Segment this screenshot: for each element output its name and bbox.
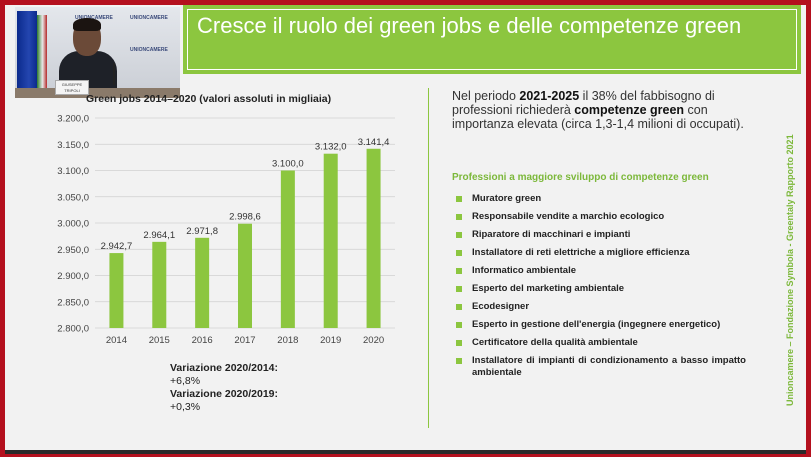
intro-post: con importanza elevata (circa 1,3-1,4 mi… bbox=[452, 103, 744, 131]
y-tick-label: 2.950,0 bbox=[57, 245, 89, 256]
data-label: 3.132,0 bbox=[315, 142, 347, 153]
intro-period: 2021-2025 bbox=[519, 89, 580, 103]
y-tick-label: 3.050,0 bbox=[57, 192, 89, 203]
intro-mid: il 38% del fabbisogno di professioni ric… bbox=[452, 89, 715, 117]
professions-list: Muratore green Responsabile vendite a ma… bbox=[456, 193, 746, 385]
list-item: Certificatore della qualità ambientale bbox=[456, 337, 746, 349]
data-label: 2.942,7 bbox=[101, 241, 133, 252]
x-tick-label: 2019 bbox=[320, 335, 341, 346]
bar bbox=[238, 223, 252, 328]
list-item: Ecodesigner bbox=[456, 301, 746, 313]
variation-2-value: +0,3% bbox=[170, 401, 201, 413]
bar bbox=[152, 241, 167, 328]
title-banner-border bbox=[187, 9, 797, 70]
y-tick-label: 2.900,0 bbox=[57, 271, 89, 282]
nameplate: GIUSEPPE TRIPOLI bbox=[55, 80, 89, 95]
list-item: Esperto del marketing ambientale bbox=[456, 283, 746, 295]
column-divider bbox=[428, 88, 429, 428]
source-text: Unioncamere – Fondazione Symbola - Green… bbox=[785, 134, 795, 406]
chart-title: Green jobs 2014–2020 (valori assoluti in… bbox=[86, 93, 332, 105]
y-tick-label: 2.850,0 bbox=[57, 297, 89, 308]
data-label: 3.141,4 bbox=[358, 137, 390, 148]
x-tick-label: 2017 bbox=[234, 335, 255, 346]
bar-chart: 2.800,0 2.850,0 2.900,0 2.950,0 3.000,0 3.050… bbox=[57, 114, 395, 346]
list-item: Informatico ambientale bbox=[456, 265, 746, 277]
intro-pre: Nel periodo bbox=[452, 89, 520, 103]
wall-logo: UNIONCAMERE bbox=[130, 15, 168, 21]
speaker-hair bbox=[73, 18, 101, 31]
data-label: 2.971,8 bbox=[186, 226, 218, 237]
y-tick-label: 3.150,0 bbox=[57, 140, 89, 151]
intro-paragraph: Nel periodo 2021-2025 il 38% del fabbiso… bbox=[452, 89, 752, 131]
y-tick-label: 3.100,0 bbox=[57, 166, 89, 177]
data-label: 2.998,6 bbox=[229, 212, 261, 223]
slide-title: Cresce il ruolo dei green jobs e delle c… bbox=[197, 13, 742, 38]
list-item: Muratore green bbox=[456, 193, 746, 205]
title-banner: Cresce il ruolo dei green jobs e delle c… bbox=[183, 5, 801, 74]
microphone bbox=[113, 63, 115, 85]
list-item: Riparatore di macchinari e impianti bbox=[456, 229, 746, 241]
x-tick-label: 2014 bbox=[106, 335, 127, 346]
variations: Variazione 2020/2014: +6,8% Variazione 2… bbox=[170, 362, 278, 414]
x-tick-label: 2020 bbox=[363, 335, 384, 346]
webcam-inset: UNIONCAMERE UNIONCAMERE UNIONCAMERE GIUS… bbox=[15, 7, 180, 98]
intro-highlight: competenze green bbox=[574, 103, 685, 117]
bar bbox=[366, 148, 381, 328]
list-item: Installatore di reti elettriche a miglio… bbox=[456, 247, 746, 259]
source-caption: Unioncamere – Fondazione Symbola - Green… bbox=[785, 86, 797, 406]
bar bbox=[323, 153, 338, 328]
x-tick-label: 2018 bbox=[277, 335, 298, 346]
data-label: 3.100,0 bbox=[272, 159, 304, 170]
italian-flag bbox=[37, 15, 47, 91]
eu-flag bbox=[17, 11, 37, 91]
variation-1-value: +6,8% bbox=[170, 375, 201, 387]
y-tick-label: 2.800,0 bbox=[57, 324, 89, 335]
bar bbox=[195, 237, 210, 328]
bar bbox=[109, 253, 124, 328]
bottom-strip bbox=[5, 450, 806, 454]
y-tick-label: 3.000,0 bbox=[57, 219, 89, 230]
list-item: Esperto in gestione dell'energia (ingegn… bbox=[456, 319, 746, 331]
variation-1-label: Variazione 2020/2014: bbox=[170, 362, 278, 374]
list-item: Responsabile vendite a marchio ecologico bbox=[456, 211, 746, 223]
list-item: Installatore di impianti di condizioname… bbox=[456, 355, 746, 379]
bar bbox=[280, 170, 295, 328]
y-tick-label: 3.200,0 bbox=[57, 114, 89, 125]
desk bbox=[15, 88, 180, 98]
variation-2-label: Variazione 2020/2019: bbox=[170, 388, 278, 400]
wall-logo: UNIONCAMERE bbox=[130, 47, 168, 53]
professions-heading: Professioni a maggiore sviluppo di compe… bbox=[452, 172, 709, 183]
data-label: 2.964,1 bbox=[143, 230, 175, 241]
x-tick-label: 2015 bbox=[149, 335, 170, 346]
x-tick-label: 2016 bbox=[192, 335, 213, 346]
